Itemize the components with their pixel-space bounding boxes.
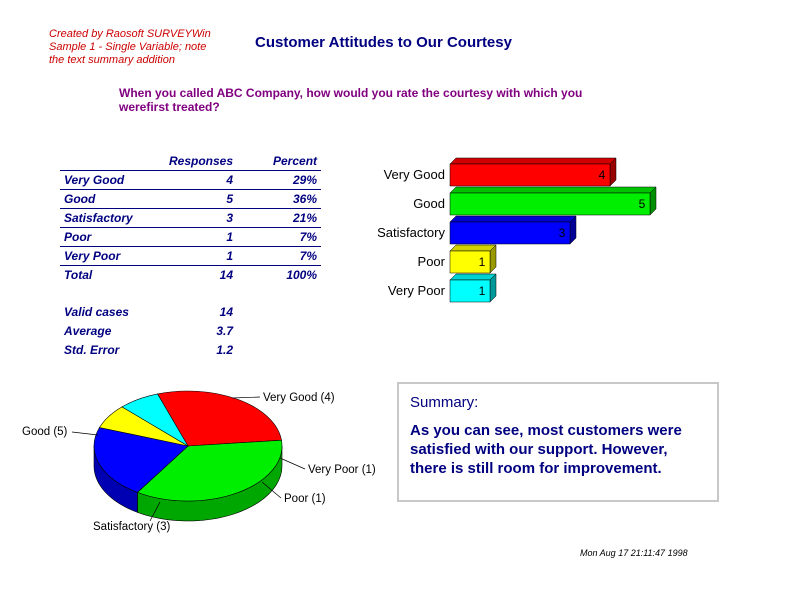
pie-top (93, 390, 283, 502)
row-responses: 4 (165, 170, 238, 190)
row-percent: 7% (237, 246, 322, 266)
row-label: Good (60, 189, 165, 209)
bar-group: Very Poor 1 (388, 273, 497, 303)
survey-question: When you called ABC Company, how would y… (119, 86, 583, 114)
stat-label: Std. Error (64, 343, 120, 357)
stat-value: 1.2 (216, 343, 233, 357)
bar (449, 192, 651, 216)
credits-line: Sample 1 - Single Variable; note (49, 41, 207, 53)
credits-line: Created by Raosoft SURVEYWin (49, 28, 211, 40)
total-label: Total (64, 268, 93, 282)
table-header: Percent (237, 152, 322, 171)
stat-row: Std. Error 1.2 (60, 341, 237, 360)
row-percent: 21% (237, 208, 322, 228)
row-label: Very Good (60, 170, 165, 190)
pie-slice-label: Good (5) (22, 426, 68, 438)
table-total-row: Total 14 100% (60, 266, 321, 285)
pie-slice (121, 393, 189, 447)
bar-group: Satisfactory 3 (377, 215, 577, 245)
bar-group: Poor 1 (418, 244, 497, 274)
summary-title: Summary: (410, 394, 479, 411)
pie-leader-line (149, 501, 161, 522)
stat-label: Average (64, 324, 112, 338)
stat-label: Valid cases (64, 305, 129, 319)
bar-category-label: Satisfactory (377, 225, 445, 240)
pie-slice-label: Poor (1) (284, 493, 326, 505)
row-responses: 1 (165, 246, 238, 266)
chart-title: Customer Attitudes to Our Courtesy (255, 34, 512, 51)
stat-value: 14 (219, 305, 233, 319)
table-row: Satisfactory 3 21% (60, 208, 322, 228)
row-percent: 7% (237, 227, 322, 247)
bar-value-label: 1 (479, 284, 486, 298)
bar-category-label: Good (413, 196, 445, 211)
table-header-row: Responses Percent (60, 152, 322, 171)
bar (449, 221, 571, 245)
statistics-table: Valid cases 14 Average 3.7 Std. Error 1.… (60, 303, 237, 360)
bar-value-label: 5 (639, 197, 646, 211)
bar-group: Very Good 4 (384, 157, 617, 187)
credits-line: the text summary addition (49, 54, 175, 66)
pie-slice (136, 439, 283, 502)
row-responses: 5 (165, 189, 238, 209)
table-row: Very Good 4 29% (60, 170, 322, 190)
pie-slice-label: Satisfactory (3) (93, 521, 170, 533)
credits: Created by Raosoft SURVEYWin Sample 1 - … (49, 28, 249, 67)
pie-leader-line (71, 431, 99, 436)
row-percent: 29% (237, 170, 322, 190)
bar (449, 163, 611, 187)
summary-text: As you can see, most customers were sati… (410, 422, 682, 477)
bar (449, 250, 491, 274)
total-percent: 100% (286, 268, 318, 282)
timestamp: Mon Aug 17 21:11:47 1998 (580, 548, 688, 558)
table-header (60, 152, 165, 171)
pie-slice-label: Very Good (4) (263, 392, 335, 404)
stat-value: 3.7 (216, 324, 233, 338)
table-row: Good 5 36% (60, 189, 322, 209)
summary-box: Summary: As you can see, most customers … (397, 382, 719, 502)
pie-slice (157, 390, 282, 447)
bar-category-label: Poor (418, 254, 446, 269)
responses-table: Responses Percent Very Good 4 29% Good 5… (60, 152, 322, 285)
total-responses: 14 (219, 268, 234, 282)
bar-value-label: 3 (559, 226, 566, 240)
pie-leader-line (261, 481, 282, 499)
table-row: Very Poor 1 7% (60, 246, 322, 266)
bar-group: Good 5 (413, 186, 657, 216)
bar-value-label: 1 (479, 255, 486, 269)
bar-category-label: Very Good (384, 167, 445, 182)
stat-row: Valid cases 14 (60, 303, 237, 322)
row-responses: 1 (165, 227, 238, 247)
bar-value-label: 4 (599, 168, 606, 182)
row-label: Very Poor (60, 246, 165, 266)
row-responses: 3 (165, 208, 238, 228)
pie-leader-line (279, 457, 306, 470)
row-label: Poor (60, 227, 165, 247)
table-header: Responses (165, 152, 238, 171)
stat-row: Average 3.7 (60, 322, 237, 341)
pie-slice (93, 427, 189, 493)
pie-slice-label: Very Poor (1) (308, 464, 376, 476)
bar (449, 279, 491, 303)
row-percent: 36% (237, 189, 322, 209)
table-row: Poor 1 7% (60, 227, 322, 247)
pie-leader-line (231, 396, 261, 399)
row-label: Satisfactory (60, 208, 165, 228)
bar-category-label: Very Poor (388, 283, 446, 298)
